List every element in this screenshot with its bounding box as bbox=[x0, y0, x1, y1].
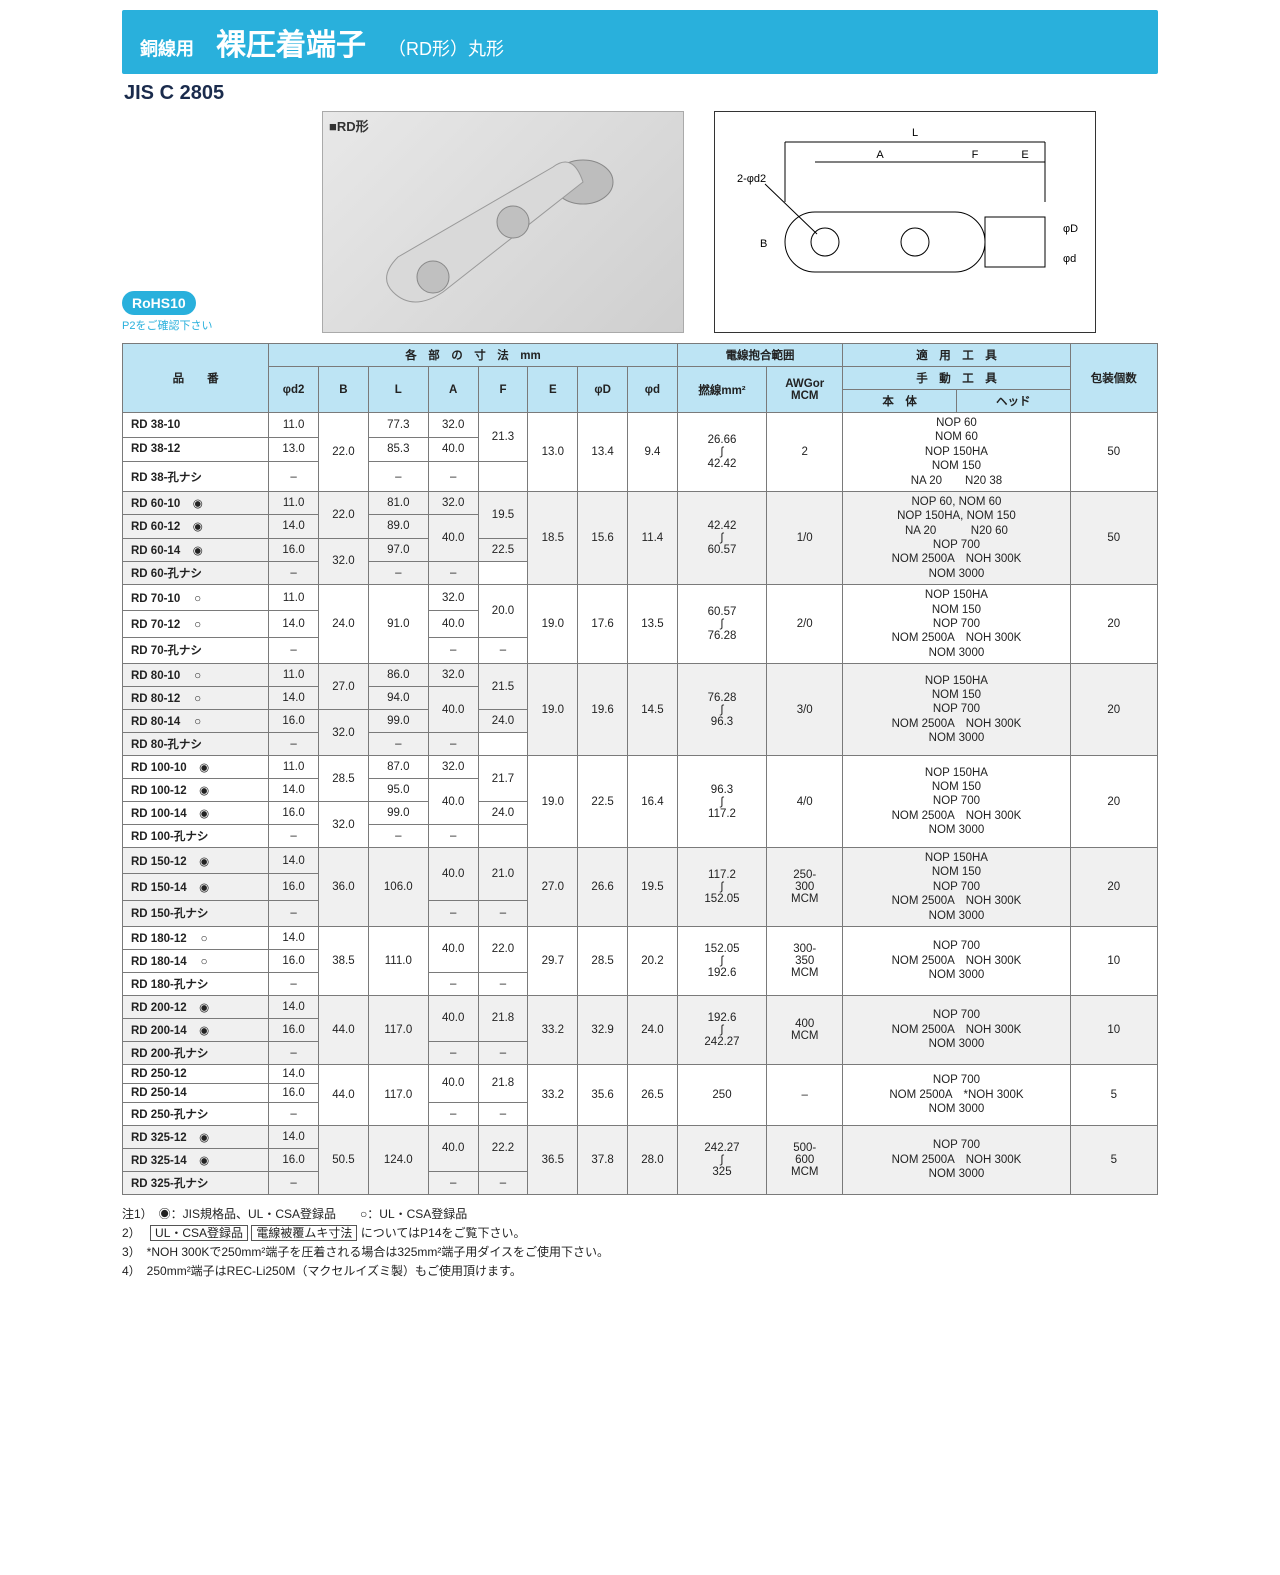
part-number: RD 38-10 bbox=[123, 413, 269, 438]
part-number: RD 200-12 ◉ bbox=[123, 995, 269, 1018]
part-number: RD 60-12 ◉ bbox=[123, 514, 269, 538]
rohs-note: P2をご確認下さい bbox=[122, 317, 292, 333]
band-label2: （RD形）丸形 bbox=[388, 35, 504, 61]
th-tools: 適 用 工 具 bbox=[843, 344, 1070, 367]
svg-text:E: E bbox=[1021, 149, 1028, 161]
part-number: RD 80-10 ○ bbox=[123, 664, 269, 687]
note-4: 4） 250mm²端子はREC-Li250M（マクセルイズミ製）もご使用頂けます… bbox=[122, 1262, 1158, 1281]
part-number: RD 70-10 ○ bbox=[123, 585, 269, 611]
part-number: RD 250-孔ナシ bbox=[123, 1102, 269, 1125]
band-label1: 銅線用 bbox=[140, 35, 194, 61]
spec-table: 品 番 各 部 の 寸 法 mm 電線抱合範囲 適 用 工 具 包装個数 φd2… bbox=[122, 343, 1158, 1195]
svg-text:φD: φD bbox=[1063, 223, 1078, 235]
part-number: RD 38-12 bbox=[123, 437, 269, 462]
part-number: RD 150-12 ◉ bbox=[123, 848, 269, 874]
note-2: 2） UL・CSA登録品 電線被覆ムキ寸法 についてはP14をご覧下さい。 bbox=[122, 1224, 1158, 1243]
part-number: RD 150-孔ナシ bbox=[123, 900, 269, 926]
product-photo: ■RD形 bbox=[322, 111, 684, 333]
jis-code: JIS C 2805 bbox=[124, 82, 1158, 105]
part-number: RD 100-10 ◉ bbox=[123, 756, 269, 779]
band-title: 裸圧着端子 bbox=[216, 20, 366, 64]
part-number: RD 325-12 ◉ bbox=[123, 1125, 269, 1148]
part-number: RD 325-14 ◉ bbox=[123, 1148, 269, 1171]
part-number: RD 60-10 ◉ bbox=[123, 491, 269, 514]
svg-text:φd: φd bbox=[1063, 253, 1076, 265]
note-3: 3） *NOH 300Kで250mm²端子を圧着される場合は325mm²端子用ダ… bbox=[122, 1243, 1158, 1262]
part-number: RD 70-12 ○ bbox=[123, 611, 269, 637]
svg-text:B: B bbox=[760, 238, 767, 250]
part-number: RD 180-孔ナシ bbox=[123, 972, 269, 995]
footnotes: 注1） ◉：JIS規格品、UL・CSA登録品 ○：UL・CSA登録品 2） UL… bbox=[122, 1205, 1158, 1282]
svg-text:A: A bbox=[876, 149, 884, 161]
part-number: RD 200-14 ◉ bbox=[123, 1018, 269, 1041]
svg-text:F: F bbox=[972, 149, 979, 161]
part-number: RD 38-孔ナシ bbox=[123, 462, 269, 492]
rohs-badge: RoHS10 bbox=[122, 291, 196, 315]
note-1: 注1） ◉：JIS規格品、UL・CSA登録品 ○：UL・CSA登録品 bbox=[122, 1205, 1158, 1224]
part-number: RD 80-12 ○ bbox=[123, 687, 269, 710]
part-number: RD 250-14 bbox=[123, 1083, 269, 1102]
photo-label: ■RD形 bbox=[329, 116, 369, 135]
part-number: RD 80-孔ナシ bbox=[123, 733, 269, 756]
part-number: RD 325-孔ナシ bbox=[123, 1171, 269, 1194]
part-number: RD 100-孔ナシ bbox=[123, 825, 269, 848]
part-number: RD 100-12 ◉ bbox=[123, 779, 269, 802]
title-band: 銅線用 裸圧着端子 （RD形）丸形 bbox=[122, 10, 1158, 74]
part-number: RD 150-14 ◉ bbox=[123, 874, 269, 900]
part-number: RD 70-孔ナシ bbox=[123, 637, 269, 663]
part-number: RD 80-14 ○ bbox=[123, 710, 269, 733]
part-number: RD 60-14 ◉ bbox=[123, 538, 269, 562]
svg-text:2-φd2: 2-φd2 bbox=[737, 173, 766, 185]
th-dims: 各 部 の 寸 法 mm bbox=[269, 344, 678, 367]
part-number: RD 60-孔ナシ bbox=[123, 562, 269, 585]
part-number: RD 100-14 ◉ bbox=[123, 802, 269, 825]
th-pack: 包装個数 bbox=[1070, 344, 1157, 413]
part-number: RD 250-12 bbox=[123, 1064, 269, 1083]
th-part: 品 番 bbox=[123, 344, 269, 413]
dimension-diagram: L A F E 2-φd2 B φD φd bbox=[714, 111, 1096, 333]
part-number: RD 180-14 ○ bbox=[123, 949, 269, 972]
part-number: RD 180-12 ○ bbox=[123, 926, 269, 949]
th-wire: 電線抱合範囲 bbox=[677, 344, 842, 367]
svg-text:L: L bbox=[912, 127, 918, 139]
part-number: RD 200-孔ナシ bbox=[123, 1041, 269, 1064]
